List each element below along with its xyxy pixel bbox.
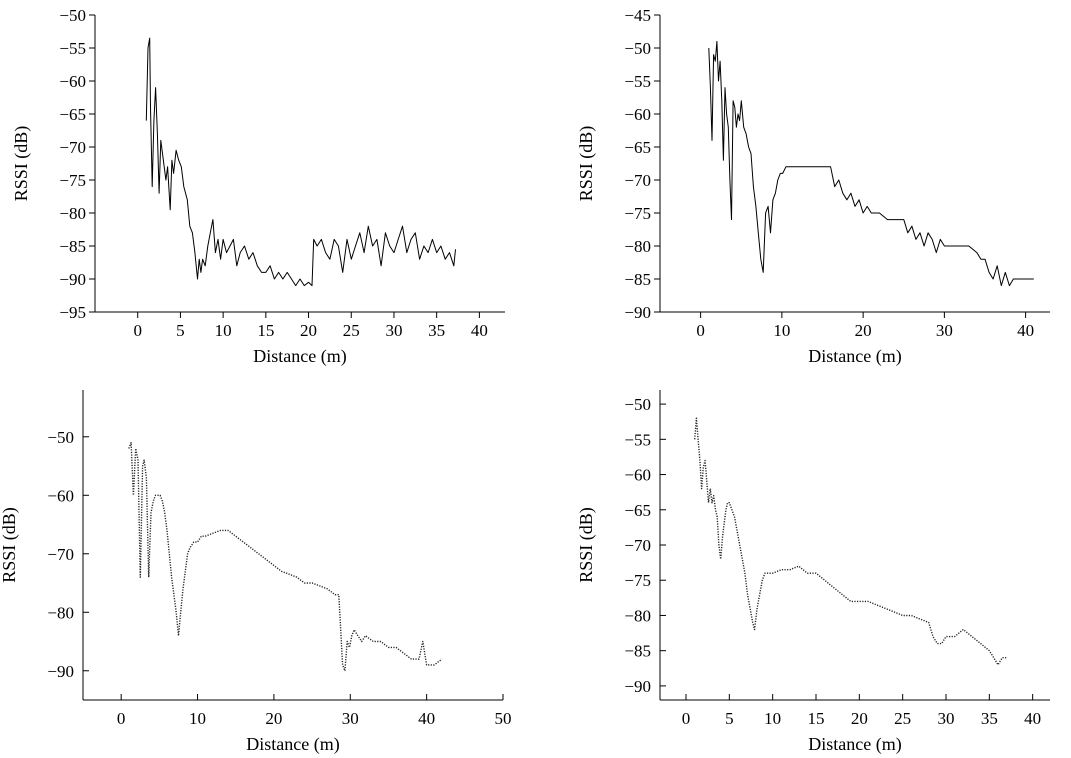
chart1-series-line bbox=[145, 37, 456, 287]
chart2-y-axis-label: RSSI (dB) bbox=[576, 126, 597, 202]
chart1-y-tick-label: −95 bbox=[59, 303, 86, 322]
chart4-x-tick-label: 40 bbox=[1024, 709, 1041, 728]
chart3-y-tick-label: −90 bbox=[47, 662, 74, 681]
chart1-x-tick-label: 0 bbox=[133, 321, 142, 340]
chart4-y-tick-label: −85 bbox=[624, 642, 651, 661]
chart3-x-tick-label: 50 bbox=[495, 709, 512, 728]
chart1-y-axis-label: RSSI (dB) bbox=[11, 126, 32, 202]
chart3-y-axis-label: RSSI (dB) bbox=[0, 507, 20, 583]
chart1-y-tick-label: −85 bbox=[59, 237, 86, 256]
chart2-y-tick-label: −85 bbox=[624, 270, 651, 289]
chart4-x-tick-label: 35 bbox=[981, 709, 998, 728]
chart3-x-tick-label: 20 bbox=[265, 709, 282, 728]
chart4-x-tick-label: 30 bbox=[938, 709, 955, 728]
chart1-x-tick-label: 20 bbox=[300, 321, 317, 340]
chart4-y-tick-label: −90 bbox=[624, 677, 651, 696]
chart3-y-tick-label: −80 bbox=[47, 603, 74, 622]
chart1-x-tick-label: 5 bbox=[176, 321, 185, 340]
chart4-x-tick-label: 25 bbox=[894, 709, 911, 728]
chart2-x-axis-label: Distance (m) bbox=[808, 346, 901, 367]
chart4-x-tick-label: 15 bbox=[808, 709, 825, 728]
chart4-y-tick-label: −80 bbox=[624, 606, 651, 625]
chart2-y-tick-label: −75 bbox=[624, 204, 651, 223]
chart2-y-tick-label: −90 bbox=[624, 303, 651, 322]
chart2-y-tick-label: −70 bbox=[624, 171, 651, 190]
chart2-y-tick-label: −80 bbox=[624, 237, 651, 256]
chart3-x-tick-label: 40 bbox=[418, 709, 435, 728]
chart1-x-axis-label: Distance (m) bbox=[253, 346, 346, 367]
chart3-y-tick-label: −50 bbox=[47, 428, 74, 447]
chart1-y-tick-label: −55 bbox=[59, 39, 86, 58]
chart3-x-axis-label: Distance (m) bbox=[246, 734, 339, 755]
chart1-y-tick-label: −90 bbox=[59, 270, 86, 289]
chart2-x-tick-label: 10 bbox=[773, 321, 790, 340]
chart1-y-tick-label: −50 bbox=[59, 6, 86, 25]
chart1-x-tick-label: 40 bbox=[471, 321, 488, 340]
chart4-y-axis-label: RSSI (dB) bbox=[576, 507, 597, 583]
chart2-y-tick-label: −60 bbox=[624, 105, 651, 124]
chart1-x-tick-label: 15 bbox=[257, 321, 274, 340]
chart3-x-tick-label: 30 bbox=[342, 709, 359, 728]
chart4-x-tick-label: 0 bbox=[682, 709, 691, 728]
chart3-y-tick-label: −60 bbox=[47, 486, 74, 505]
chart4-y-tick-label: −70 bbox=[624, 536, 651, 555]
chart2-y-tick-label: −50 bbox=[624, 39, 651, 58]
chart4-y-tick-label: −50 bbox=[624, 395, 651, 414]
chart4-y-tick-label: −75 bbox=[624, 571, 651, 590]
chart2-x-tick-label: 40 bbox=[1017, 321, 1034, 340]
chart1-x-tick-label: 10 bbox=[215, 321, 232, 340]
chart2-y-tick-label: −55 bbox=[624, 72, 651, 91]
chart1-x-tick-label: 30 bbox=[385, 321, 402, 340]
chart4-x-tick-label: 10 bbox=[764, 709, 781, 728]
chart4-x-tick-label: 5 bbox=[725, 709, 734, 728]
chart1-y-tick-label: −60 bbox=[59, 72, 86, 91]
chart1-x-tick-label: 25 bbox=[343, 321, 360, 340]
chart2-x-tick-label: 30 bbox=[936, 321, 953, 340]
chart1-y-tick-label: −70 bbox=[59, 138, 86, 157]
chart4-y-tick-label: −55 bbox=[624, 430, 651, 449]
chart4-y-tick-label: −65 bbox=[624, 501, 651, 520]
chart1-y-tick-label: −65 bbox=[59, 105, 86, 124]
chart2-y-tick-label: −65 bbox=[624, 138, 651, 157]
chart2-x-tick-label: 20 bbox=[855, 321, 872, 340]
chart2-series-line bbox=[708, 40, 1034, 287]
chart1-y-tick-label: −80 bbox=[59, 204, 86, 223]
chart4-y-tick-label: −60 bbox=[624, 466, 651, 485]
chart4-x-tick-label: 20 bbox=[851, 709, 868, 728]
chart1-y-tick-label: −75 bbox=[59, 171, 86, 190]
chart3-x-tick-label: 0 bbox=[117, 709, 126, 728]
chart2-y-tick-label: −45 bbox=[624, 6, 651, 25]
chart3-x-tick-label: 10 bbox=[189, 709, 206, 728]
chart4-series-line bbox=[694, 417, 1007, 666]
chart2-x-tick-label: 0 bbox=[696, 321, 705, 340]
chart3-y-tick-label: −70 bbox=[47, 545, 74, 564]
chart4-x-axis-label: Distance (m) bbox=[808, 734, 901, 755]
chart1-x-tick-label: 35 bbox=[428, 321, 445, 340]
chart3-series-line bbox=[128, 441, 443, 672]
